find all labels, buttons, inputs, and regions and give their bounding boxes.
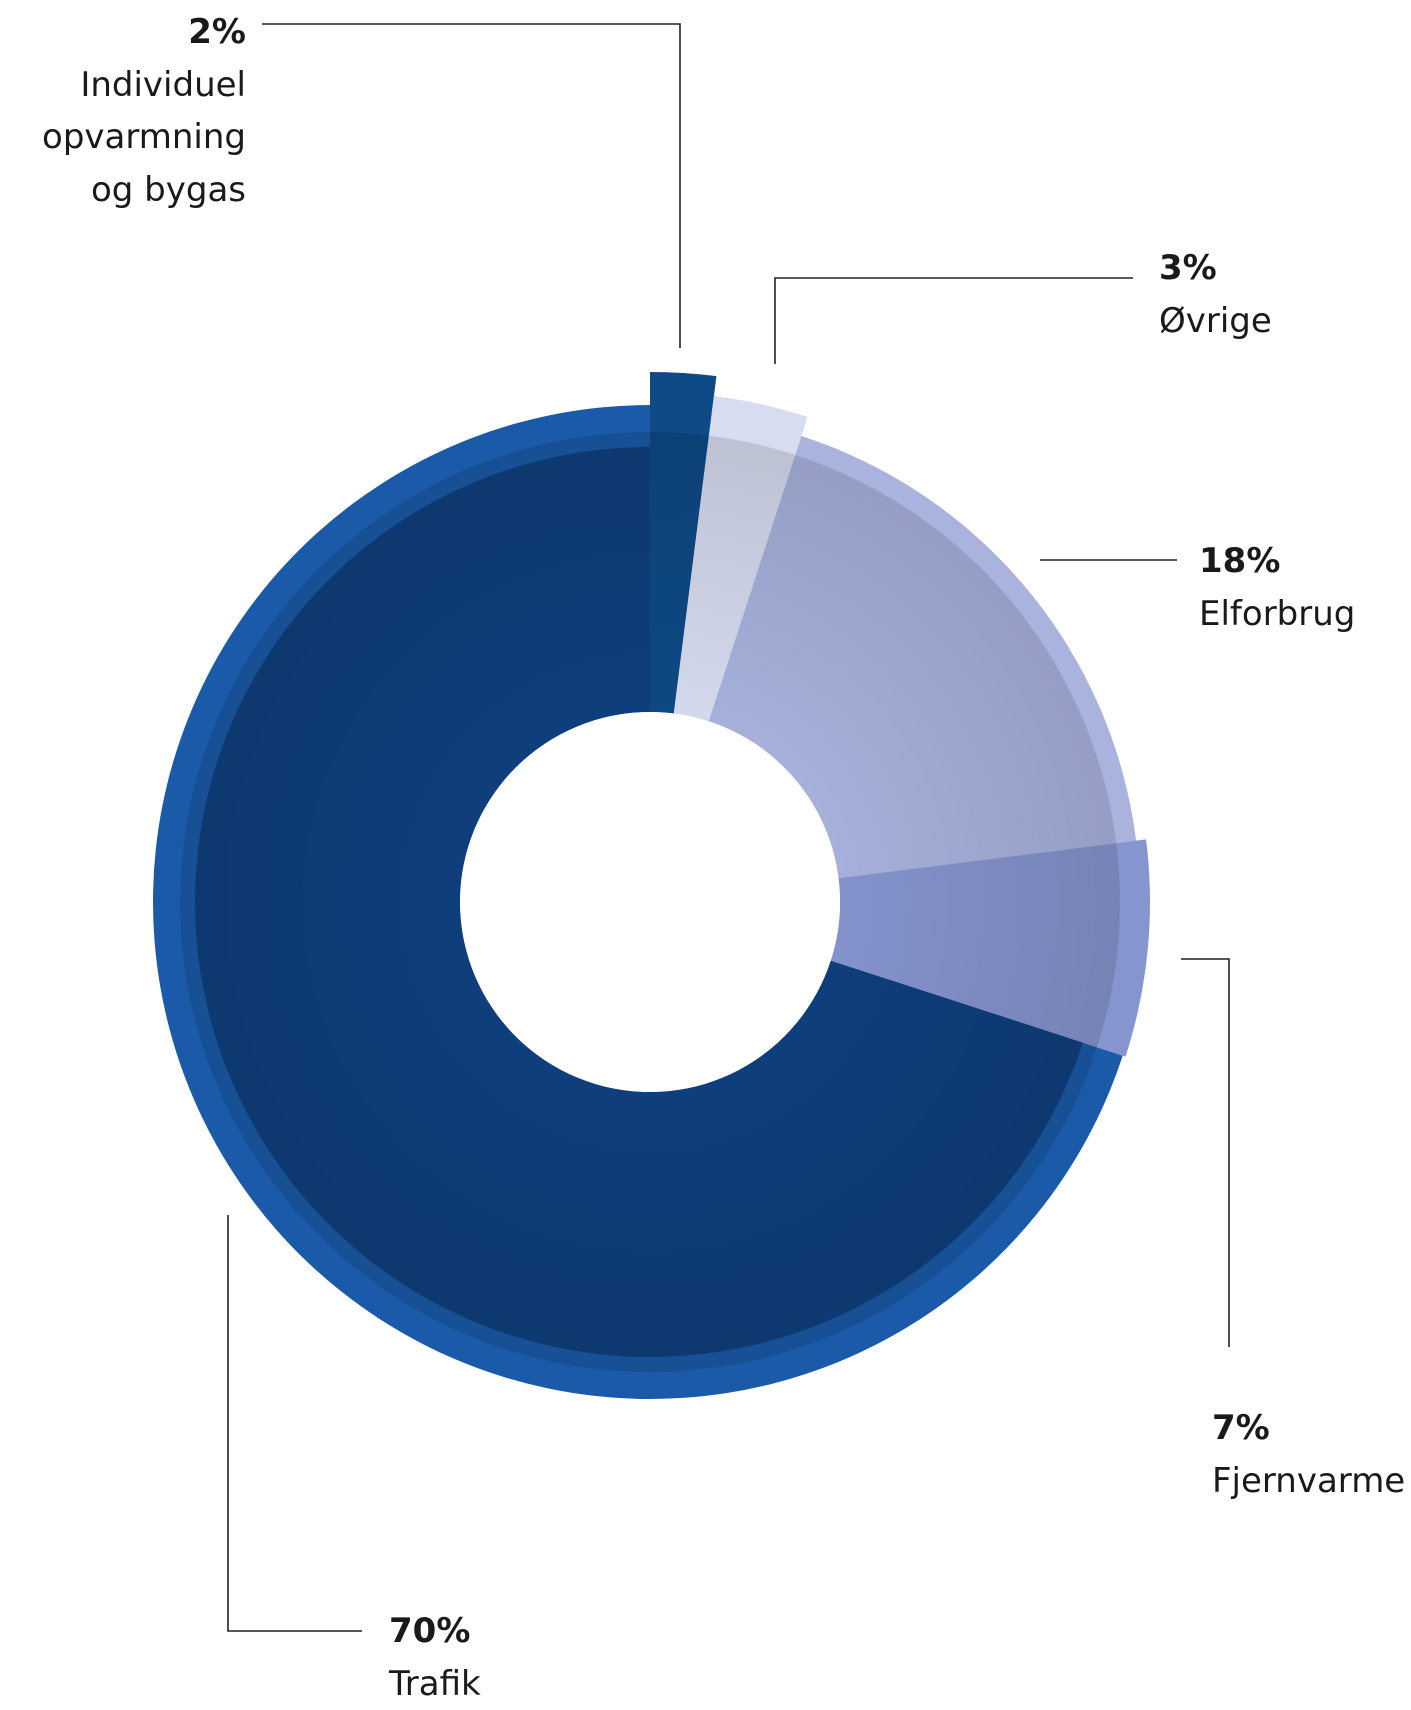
label-elforbrug-name: Elforbrug xyxy=(1199,593,1356,634)
label-individuel: 2% Individuel opvarmning og bygas xyxy=(20,6,246,217)
leader-line-ovrige xyxy=(774,277,1133,364)
label-fjernvarme: 7% Fjernvarme xyxy=(1212,1402,1405,1507)
donut-hole xyxy=(460,712,840,1092)
label-elforbrug-pct: 18% xyxy=(1199,541,1281,581)
label-individuel-pct: 2% xyxy=(188,12,246,52)
label-ovrige-pct: 3% xyxy=(1159,248,1217,288)
label-trafik-name: Trafik xyxy=(389,1663,481,1704)
leader-line-individuel xyxy=(262,23,681,348)
leader-line-fjernvarme xyxy=(1181,958,1230,1347)
leader-line-trafik xyxy=(227,1215,362,1632)
label-trafik: 70% Trafik xyxy=(389,1605,481,1710)
label-elforbrug: 18% Elforbrug xyxy=(1199,535,1355,640)
label-ovrige: 3% Øvrige xyxy=(1159,242,1272,347)
slices-group xyxy=(152,372,1150,1399)
label-fjernvarme-pct: 7% xyxy=(1212,1408,1270,1448)
label-fjernvarme-name: Fjernvarme xyxy=(1212,1460,1406,1501)
leader-lines xyxy=(227,23,1230,1632)
label-ovrige-name: Øvrige xyxy=(1159,300,1272,341)
label-trafik-pct: 70% xyxy=(389,1611,471,1651)
label-individuel-name: Individuel opvarmning og bygas xyxy=(42,64,246,211)
